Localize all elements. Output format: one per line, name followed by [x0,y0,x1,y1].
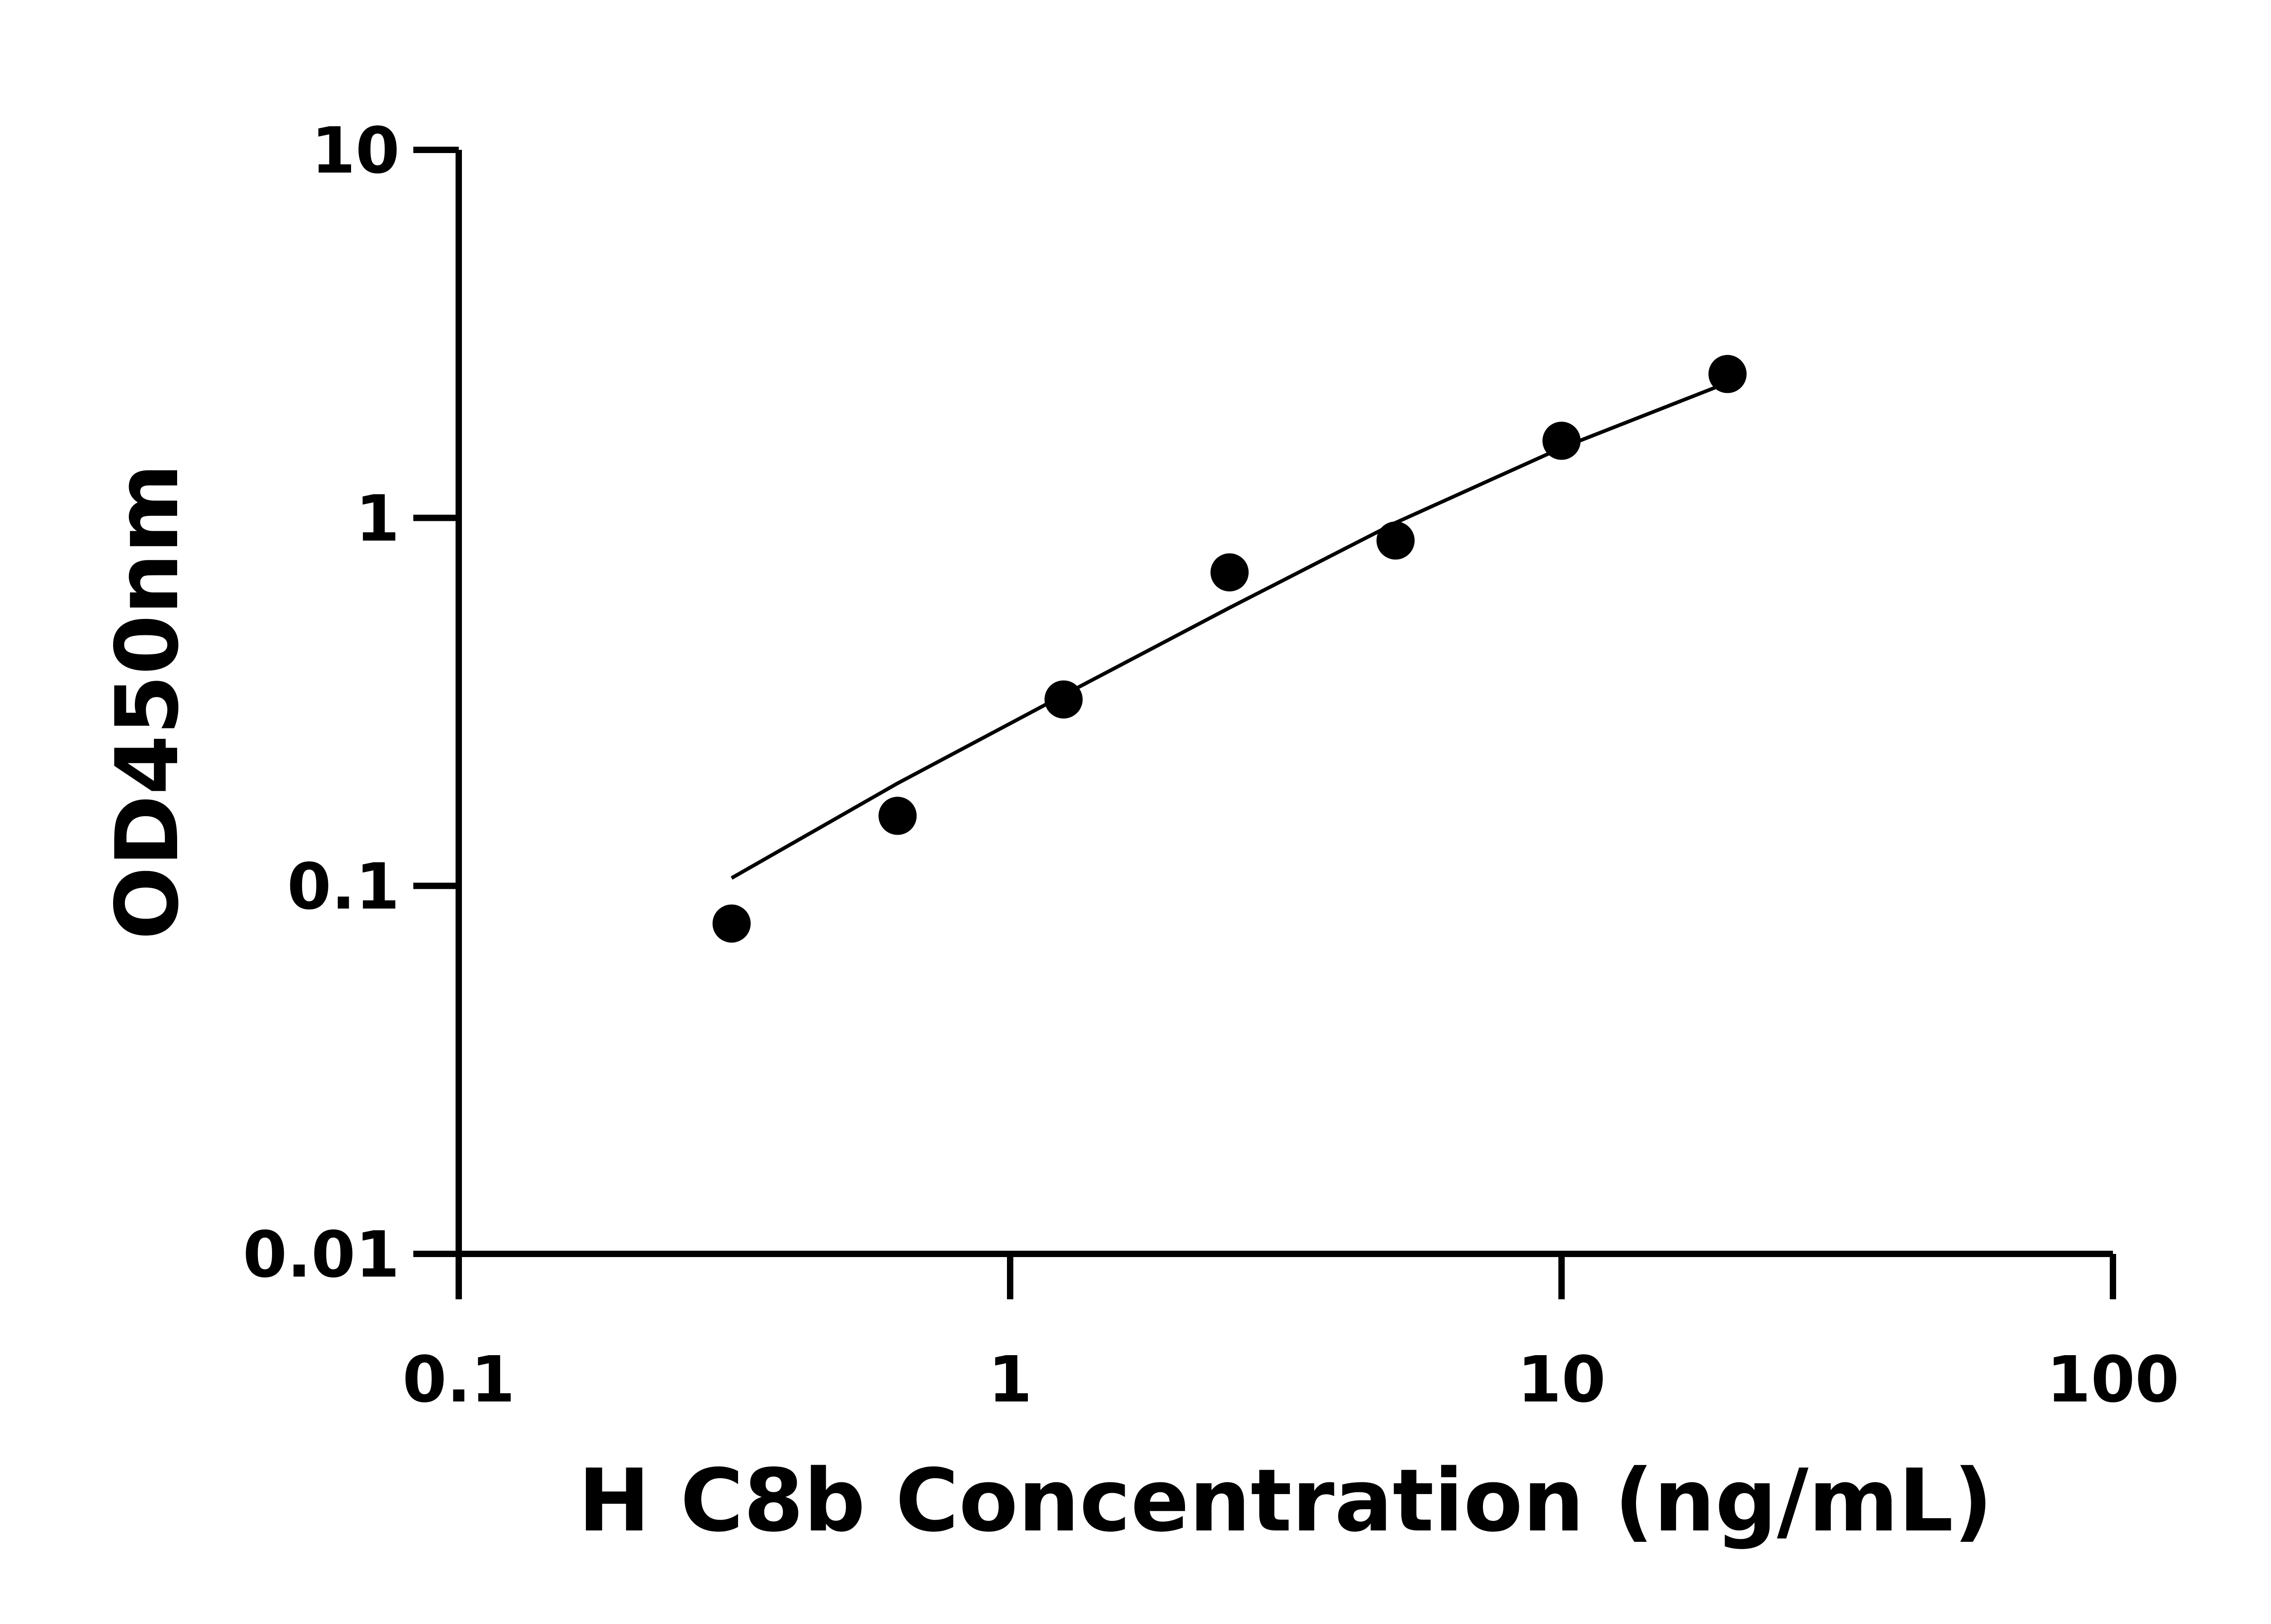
marks [712,355,1747,943]
data-point [1542,421,1581,460]
x-tick-label: 1 [988,1343,1032,1417]
x-tick-label: 10 [1517,1343,1606,1417]
x-tick-label: 0.1 [402,1343,515,1417]
y-tick-label: 0.01 [243,1218,400,1292]
y-axis-label: OD450nm [97,463,198,940]
y-tick-label: 0.1 [287,850,400,924]
y-tick-label: 10 [311,114,400,188]
x-tick-label: 100 [2047,1343,2179,1417]
axes [413,150,2113,1257]
fit-curve [730,381,1728,880]
data-point [1708,355,1747,393]
data-point [878,797,917,835]
x-axis-label: H C8b Concentration (ng/mL) [578,1451,1993,1551]
data-point [1376,521,1415,560]
y-tick-label: 1 [356,482,400,556]
data-point [1044,680,1083,719]
data-point [712,904,751,943]
data-point [1210,553,1249,592]
